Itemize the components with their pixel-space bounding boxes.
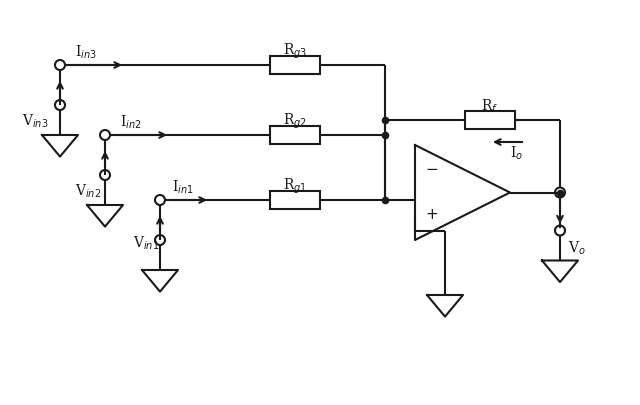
Bar [465, 112, 515, 130]
Text: $-$: $-$ [425, 160, 438, 174]
Bar [270, 57, 320, 75]
Text: R$_{g2}$: R$_{g2}$ [283, 111, 307, 130]
Text: V$_{in3}$: V$_{in3}$ [22, 112, 49, 129]
Text: V$_{in1}$: V$_{in1}$ [133, 234, 159, 251]
Bar [270, 192, 320, 209]
Text: I$_{in1}$: I$_{in1}$ [172, 178, 194, 195]
Text: R$_{g1}$: R$_{g1}$ [283, 176, 307, 195]
Text: R$_{f}$: R$_{f}$ [481, 97, 499, 115]
Text: R$_{g3}$: R$_{g3}$ [283, 41, 307, 60]
Text: V$_{o}$: V$_{o}$ [568, 239, 586, 256]
Text: I$_{o}$: I$_{o}$ [510, 144, 523, 161]
Text: I$_{in2}$: I$_{in2}$ [120, 113, 141, 130]
Text: $+$: $+$ [425, 208, 438, 222]
Text: I$_{in3}$: I$_{in3}$ [75, 43, 97, 61]
Text: V$_{in2}$: V$_{in2}$ [75, 182, 101, 199]
Bar [270, 127, 320, 145]
